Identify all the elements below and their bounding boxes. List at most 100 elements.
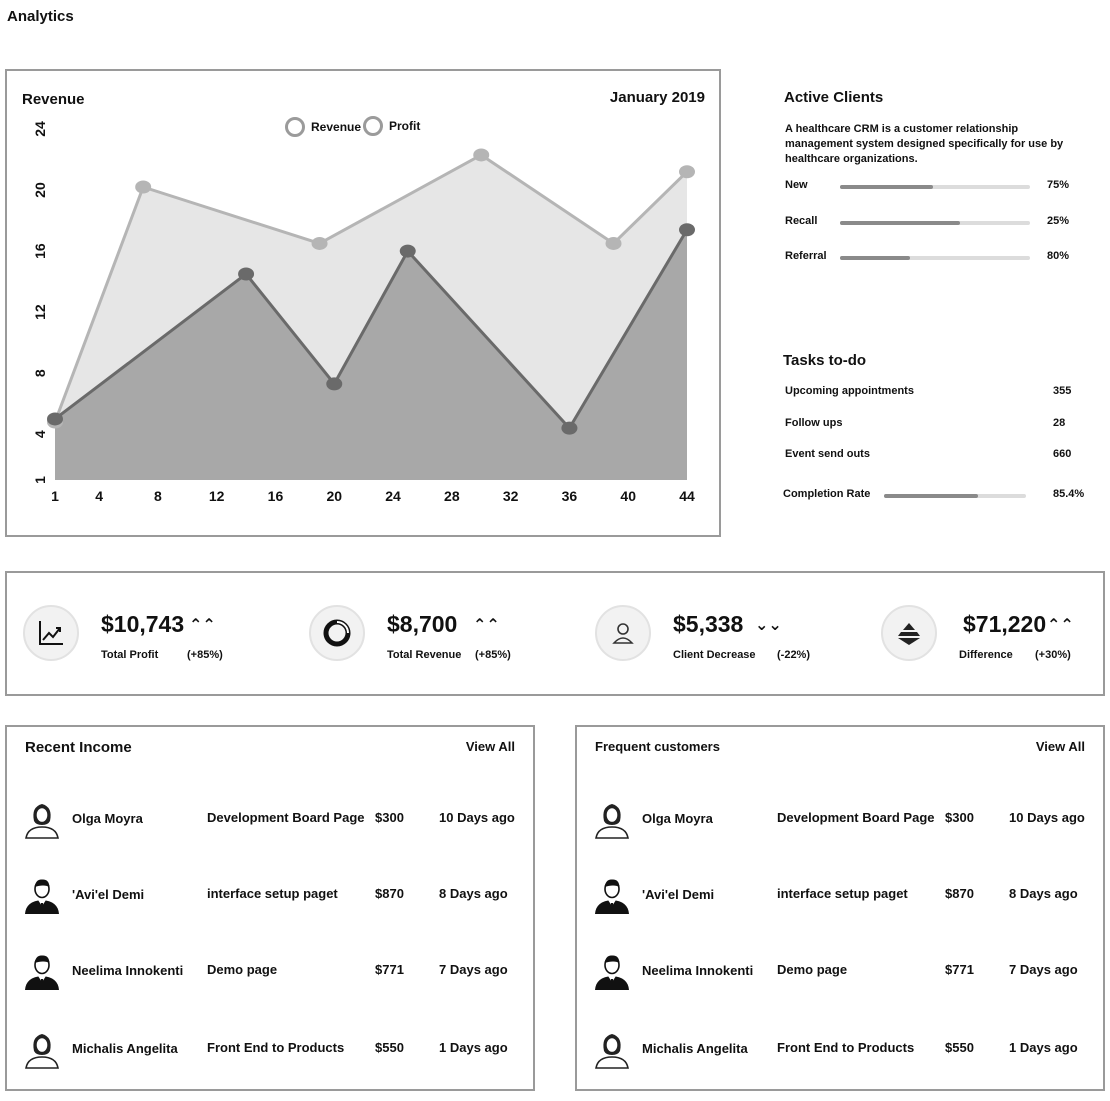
- view-all-link[interactable]: View All: [1035, 739, 1085, 754]
- y-tick-label: 24: [32, 121, 48, 137]
- stat-change: (+30%): [1035, 649, 1071, 661]
- x-tick-label: 20: [326, 488, 342, 504]
- stat-total-profit[interactable]: $10,743 ⌃⌃ Total Profit (+85%): [23, 603, 283, 673]
- task-value: 660: [1053, 448, 1072, 460]
- legend-marker-icon: [363, 116, 383, 136]
- series-area-profit: [55, 229, 687, 480]
- task-row-event-send-outs[interactable]: Event send outs 660: [785, 448, 1085, 460]
- customer-name: Michalis Angelita: [72, 1041, 178, 1056]
- amount: $870: [945, 886, 974, 901]
- legend-item-profit[interactable]: Profit: [363, 116, 420, 136]
- stat-total-revenue[interactable]: $8,700 ⌃⌃ Total Revenue (+85%): [309, 603, 569, 673]
- x-tick-label: 4: [95, 488, 103, 504]
- x-tick-label: 28: [444, 488, 460, 504]
- stat-label: Total Profit: [101, 649, 159, 661]
- data-point: [238, 267, 255, 281]
- layers-icon: [881, 605, 937, 661]
- x-tick-label: 16: [268, 488, 284, 504]
- list-item[interactable]: 'Avi'el Demi interface setup paget $870 8 D…: [592, 873, 1092, 917]
- list-item[interactable]: Michalis Angelita Front End to Products $5…: [592, 1027, 1092, 1071]
- data-point: [473, 148, 490, 162]
- stat-change: (+85%): [187, 649, 223, 661]
- amount: $550: [945, 1040, 974, 1055]
- item-name: Demo page: [777, 962, 848, 977]
- double-chevron-down-icon: ⌄⌄: [755, 617, 782, 634]
- series-line-revenue: [53, 153, 689, 423]
- list-item[interactable]: Olga Moyra Development Board Page $300 10 D…: [592, 797, 1092, 841]
- customer-name: Neelima Innokenti: [72, 963, 184, 978]
- legend-label: Revenue: [311, 120, 362, 134]
- stat-label: Total Revenue: [387, 649, 462, 661]
- data-point: [561, 421, 578, 435]
- progress-track: [840, 185, 1030, 189]
- chart-period: January 2019: [609, 89, 705, 106]
- completion-rate: Completion Rate 85.4%: [783, 488, 1093, 500]
- progress-fill: [884, 494, 978, 498]
- recent-income-title: Recent Income: [25, 739, 132, 756]
- task-row-follow-ups[interactable]: Follow ups 28: [785, 417, 1085, 429]
- stat-value: $5,338: [673, 611, 744, 637]
- chart-title: Revenue: [22, 91, 85, 108]
- data-point: [326, 377, 343, 391]
- customer-name: 'Avi'el Demi: [72, 887, 145, 902]
- client-bar-percent: 25%: [1047, 215, 1070, 227]
- list-item[interactable]: Neelima Innokenti Demo page $771 7 Days ago: [592, 949, 1092, 993]
- list-item[interactable]: 'Avi'el Demi interface setup paget $870 8 D…: [22, 873, 522, 917]
- stat-client-decrease[interactable]: $5,338 ⌄⌄ Client Decrease (-22%): [595, 603, 855, 673]
- item-name: Demo page: [207, 962, 278, 977]
- date: 8 Days ago: [439, 886, 508, 901]
- female-avatar-icon: [22, 799, 62, 839]
- item-name: Development Board Page: [207, 810, 365, 825]
- data-point: [399, 244, 416, 258]
- female-avatar-icon: [22, 1029, 62, 1069]
- stat-difference[interactable]: $71,220 ⌃⌃ Difference (+30%): [881, 603, 1110, 673]
- female-avatar-icon: [592, 799, 632, 839]
- legend-label: Profit: [389, 119, 421, 133]
- x-tick-label: 24: [385, 488, 401, 504]
- client-bar-percent: 75%: [1047, 179, 1070, 191]
- date: 10 Days ago: [439, 810, 515, 825]
- client-bar-label: Recall: [785, 215, 818, 227]
- amount: $771: [945, 962, 974, 977]
- male-avatar-icon: [592, 875, 632, 915]
- list-item[interactable]: Neelima Innokenti Demo page $771 7 Days ago: [22, 949, 522, 993]
- item-name: Front End to Products: [777, 1040, 915, 1055]
- task-row-appointments[interactable]: Upcoming appointments 355: [785, 385, 1085, 397]
- frequent-customers-panel: Frequent customers View All Olga Moyra De…: [575, 725, 1105, 1091]
- task-value: 28: [1053, 417, 1066, 429]
- date: 8 Days ago: [1009, 886, 1078, 901]
- task-label: Follow ups: [785, 417, 843, 429]
- user-icon: [595, 605, 651, 661]
- recent-income-panel: Recent Income View All Olga Moyra Develop…: [5, 725, 535, 1091]
- x-tick-label: 44: [679, 488, 695, 504]
- list-item[interactable]: Olga Moyra Development Board Page $300 10 D…: [22, 797, 522, 841]
- task-value: 355: [1053, 385, 1072, 397]
- y-tick-label: 4: [32, 430, 48, 438]
- customer-name: Olga Moyra: [642, 811, 713, 826]
- active-clients-description: A healthcare CRM is a customer relations…: [785, 123, 1064, 165]
- data-point: [679, 223, 695, 237]
- x-tick-label: 12: [209, 488, 225, 504]
- amount: $300: [945, 810, 974, 825]
- amount: $870: [375, 886, 404, 901]
- completion-value: 85.4%: [1053, 488, 1085, 500]
- double-chevron-up-icon: ⌃⌃: [1047, 617, 1074, 634]
- double-chevron-up-icon: ⌃⌃: [473, 617, 500, 634]
- legend-item-revenue[interactable]: Revenue: [285, 117, 361, 137]
- tasks-title: Tasks to-do: [783, 352, 867, 369]
- y-tick-label: 12: [32, 304, 48, 320]
- x-tick-label: 32: [503, 488, 519, 504]
- client-bar-label: New: [785, 179, 808, 191]
- list-item[interactable]: Michalis Angelita Front End to Products $5…: [22, 1027, 522, 1071]
- date: 10 Days ago: [1009, 810, 1085, 825]
- x-tick-label: 40: [620, 488, 636, 504]
- progress-fill: [840, 185, 934, 189]
- y-tick-label: 8: [32, 369, 48, 377]
- active-clients-title: Active Clients: [784, 89, 884, 106]
- stat-label: Client Decrease: [673, 649, 756, 661]
- male-avatar-icon: [592, 951, 632, 991]
- client-bar-label: Referral: [785, 250, 827, 262]
- data-point: [311, 236, 328, 250]
- view-all-link[interactable]: View All: [465, 739, 515, 754]
- y-tick-label: 16: [32, 243, 48, 259]
